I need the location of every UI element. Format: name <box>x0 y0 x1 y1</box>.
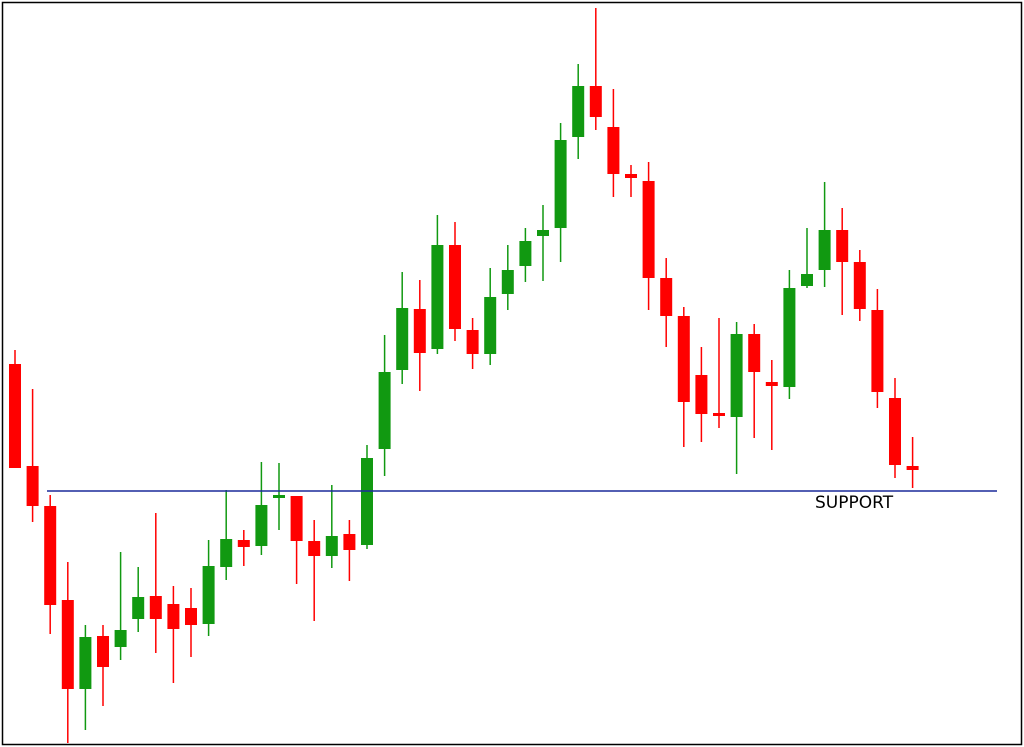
candle-body <box>9 364 21 468</box>
candle-body <box>695 375 708 414</box>
candle-body <box>61 600 74 689</box>
candle-body <box>660 278 673 316</box>
candle-body <box>449 245 461 329</box>
candle-body <box>97 636 109 667</box>
candle-body <box>484 297 497 354</box>
candle-body <box>308 541 321 556</box>
candle-body <box>273 495 285 498</box>
candle-body <box>132 597 145 619</box>
candle-body <box>572 86 585 137</box>
candle-body <box>642 181 655 278</box>
candle-body <box>237 540 250 547</box>
candle-body <box>149 596 162 619</box>
candle-body <box>26 466 39 506</box>
candle-body <box>537 230 549 236</box>
candle-body <box>748 334 761 372</box>
candle-body <box>431 245 444 349</box>
candle-body <box>501 270 514 294</box>
candle-body <box>713 413 725 416</box>
candle-body <box>554 140 567 228</box>
candle-body <box>220 539 233 567</box>
candle-body <box>466 330 479 354</box>
candle-body <box>818 230 831 270</box>
candle-body <box>114 630 127 647</box>
candle-body <box>519 241 532 266</box>
candle-body <box>871 310 884 392</box>
candle-body <box>361 458 373 545</box>
candle-body <box>255 505 268 546</box>
candle-body <box>730 334 743 417</box>
candle-body <box>889 398 901 465</box>
candle-body <box>396 308 409 370</box>
support-label: SUPPORT <box>815 493 894 513</box>
candle-body <box>677 316 690 402</box>
candle-body <box>783 288 796 387</box>
candle-body <box>185 608 197 625</box>
candle-body <box>343 534 356 550</box>
candle-body <box>202 566 215 624</box>
candle-body <box>836 230 849 262</box>
candle-body <box>589 86 602 117</box>
candle-body <box>79 637 92 689</box>
candle-body <box>906 466 919 470</box>
candle-body <box>801 274 813 286</box>
candle-body <box>607 127 620 174</box>
candle-body <box>853 262 866 309</box>
candle-body <box>625 174 637 178</box>
candle-body <box>290 496 303 541</box>
candle-body <box>167 604 180 629</box>
candle-body <box>765 382 778 386</box>
candle-body <box>378 372 391 449</box>
candle-body <box>44 506 57 605</box>
candle-body <box>413 309 426 353</box>
candle-body <box>325 536 338 556</box>
